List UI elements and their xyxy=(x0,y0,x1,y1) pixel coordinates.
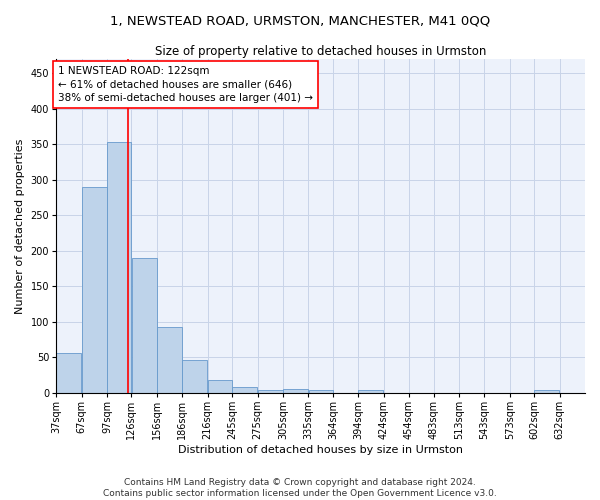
Bar xyxy=(535,390,559,393)
Bar xyxy=(107,142,131,393)
Bar xyxy=(258,390,283,393)
Bar xyxy=(56,352,81,393)
Text: 1 NEWSTEAD ROAD: 122sqm
← 61% of detached houses are smaller (646)
38% of semi-d: 1 NEWSTEAD ROAD: 122sqm ← 61% of detache… xyxy=(58,66,313,102)
Bar xyxy=(131,258,157,393)
X-axis label: Distribution of detached houses by size in Urmston: Distribution of detached houses by size … xyxy=(178,445,463,455)
Text: Contains HM Land Registry data © Crown copyright and database right 2024.
Contai: Contains HM Land Registry data © Crown c… xyxy=(103,478,497,498)
Bar xyxy=(308,390,332,393)
Y-axis label: Number of detached properties: Number of detached properties xyxy=(15,138,25,314)
Bar xyxy=(182,360,208,393)
Bar xyxy=(358,390,383,393)
Text: 1, NEWSTEAD ROAD, URMSTON, MANCHESTER, M41 0QQ: 1, NEWSTEAD ROAD, URMSTON, MANCHESTER, M… xyxy=(110,15,490,28)
Bar xyxy=(82,187,107,393)
Title: Size of property relative to detached houses in Urmston: Size of property relative to detached ho… xyxy=(155,45,486,58)
Bar xyxy=(283,390,308,393)
Bar xyxy=(157,327,182,393)
Bar xyxy=(208,380,232,393)
Bar xyxy=(232,388,257,393)
